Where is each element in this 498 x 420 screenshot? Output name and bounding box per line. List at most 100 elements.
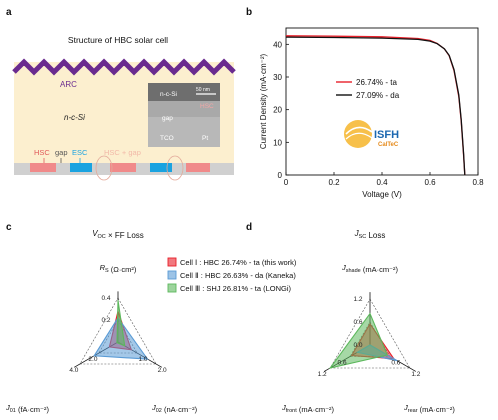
y-tick-label: 10 xyxy=(273,138,282,147)
legend-swatch xyxy=(167,283,177,293)
inset-gap-label: gap xyxy=(162,115,173,122)
radar-tick-label: 0.4 xyxy=(101,295,110,302)
radar-axis-label-var: J xyxy=(341,263,346,272)
panel-b-letter: b xyxy=(246,7,252,18)
radar-tick-label: 0.6 xyxy=(353,319,362,326)
jv-chart: 0 0.2 0.4 0.6 0.8 0 10 20 30 40 Voltage (V) Current… xyxy=(259,27,484,199)
y-tick-label: 20 xyxy=(273,106,282,115)
esc-label: ESC xyxy=(72,148,88,157)
radar-tick-label: 2.0 xyxy=(88,356,97,363)
radar-axis-label: Jrear (mA·cm⁻²) xyxy=(403,403,455,414)
radar-axis-label-sub: rear xyxy=(408,408,418,414)
radar-axis-label-var: J xyxy=(403,403,408,412)
x-axis-label: Voltage (V) xyxy=(362,190,402,199)
radar-title-part: Loss xyxy=(366,231,385,240)
radar-axis-label-sub: front xyxy=(286,408,297,414)
x-tick-label: 0.8 xyxy=(472,178,484,187)
radar-tick-label: 1.0 xyxy=(139,356,148,363)
radar-title-sub: SC xyxy=(359,234,367,240)
radar-axis-label-part: (Ω·cm²) xyxy=(109,265,137,274)
inset-tco-label: TCO xyxy=(160,135,174,142)
radar-tick-label: 1.2 xyxy=(411,371,420,378)
radar-axis-label: Jfront (mA·cm⁻²) xyxy=(281,403,335,414)
hsc-contact-2 xyxy=(110,163,136,172)
jv-series-line xyxy=(285,35,466,176)
jv-plot-frame xyxy=(285,27,479,176)
x-tick-label: 0 xyxy=(284,178,289,187)
radar-title-part: × FF Loss xyxy=(106,231,144,240)
radar-tick-label: 1.2 xyxy=(353,296,362,303)
x-tick-label: 0.4 xyxy=(376,178,388,187)
y-tick-label: 0 xyxy=(278,171,283,180)
logo-swoosh xyxy=(345,132,373,140)
radar-axis-label: J02 (nA·cm⁻²) xyxy=(151,403,198,414)
panel-c-letter: c xyxy=(6,222,12,233)
hsc-contact-3 xyxy=(186,163,210,172)
esc-contact-2 xyxy=(150,163,172,172)
radar-axis-label-sub: shade xyxy=(346,268,361,274)
inset-ncsi-label: n-c-Si xyxy=(160,91,177,98)
radar-grid xyxy=(79,297,157,365)
x-tick-label: 0.2 xyxy=(328,178,340,187)
radar-series xyxy=(328,312,389,369)
inset-hsc-label: HSC xyxy=(200,103,214,110)
legend-entry: Cell Ⅱ : HBC 26.63% - da (Kaneka) xyxy=(180,271,296,280)
logo-subtext: CalTeC xyxy=(378,142,399,148)
radar-axis-label-part: (nA·cm⁻²) xyxy=(162,405,198,414)
legend-swatch xyxy=(167,270,177,280)
logo-swoosh xyxy=(345,126,373,135)
scale-bar-label: 50 nm xyxy=(196,87,210,93)
hsc-contact-1 xyxy=(30,163,56,172)
hsc-label: HSC xyxy=(34,148,50,157)
radar-axis-label-var: R xyxy=(100,263,106,272)
legend-entry: Cell Ⅲ : SHJ 26.81% - ta (LONGi) xyxy=(180,284,292,293)
y-tick-label: 40 xyxy=(273,40,282,49)
radar-tick-label: 0.6 xyxy=(391,360,400,367)
arc-zigzag xyxy=(12,58,236,76)
radar-axis-label-var: J xyxy=(5,403,10,412)
legend-swatch xyxy=(167,257,177,267)
panel-d-letter: d xyxy=(246,222,252,233)
x-tick-label: 0.6 xyxy=(424,178,436,187)
legend-entry: Cell Ⅰ : HBC 26.74% - ta (this work) xyxy=(180,258,297,267)
radar-axis-label: Jshade (mA·cm⁻²) xyxy=(341,263,399,274)
legend-entry: 26.74% - ta xyxy=(356,78,397,87)
legend-entry: 27.09% - da xyxy=(356,91,400,100)
radar-tick-label: 2.0 xyxy=(158,367,167,374)
radar-tick-label: 4.0 xyxy=(69,367,78,374)
logo-text: ISFH xyxy=(374,129,399,141)
radar-axis-label-sub: S xyxy=(105,268,109,274)
radar-tick-label: 1.2 xyxy=(318,371,327,378)
radar-axis-label-part: (mA·cm⁻²) xyxy=(297,405,335,414)
y-tick-label: 30 xyxy=(273,73,282,82)
logo-sun xyxy=(344,120,372,148)
panel-a-letter: a xyxy=(6,7,12,18)
radar-axis-label: J01 (fA·cm⁻²) xyxy=(5,403,49,414)
jv-series-line xyxy=(285,36,466,176)
radar-axis-label-var: J xyxy=(281,403,286,412)
y-axis-label: Current Density (mA·cm⁻²) xyxy=(259,53,268,149)
radar-title: VOC × FF Loss xyxy=(92,229,144,240)
radar-title: JSC Loss xyxy=(354,229,386,240)
radar-title-var: V xyxy=(92,229,98,238)
arc-label: ARC xyxy=(60,80,77,89)
radar-axis-label-part: (mA·cm⁻²) xyxy=(418,405,456,414)
bulk-label: n-c-Si xyxy=(64,113,85,122)
radar-title-sub: OC xyxy=(98,234,106,240)
cell-structure: ARC n-c-Si n-c-Si HSC gap TCO Pt 50 nm H… xyxy=(12,58,236,181)
radar-axis-label-sub: 01 xyxy=(10,408,16,414)
radar-axis-label-var: J xyxy=(151,403,156,412)
structure-title: Structure of HBC solar cell xyxy=(68,35,168,45)
radar-axis-label-sub: 02 xyxy=(156,408,162,414)
radar-grid xyxy=(329,298,411,369)
radar-tick-label: 0.6 xyxy=(338,360,347,367)
hsc-gap-label: HSC + gap xyxy=(104,148,141,157)
radar-title-var: J xyxy=(354,229,360,238)
inset-pt-label: Pt xyxy=(202,135,208,142)
radar-series xyxy=(116,300,126,347)
radar-tick-label: 0.2 xyxy=(101,317,110,324)
radar-axis-label: RS (Ω·cm²) xyxy=(100,263,137,274)
